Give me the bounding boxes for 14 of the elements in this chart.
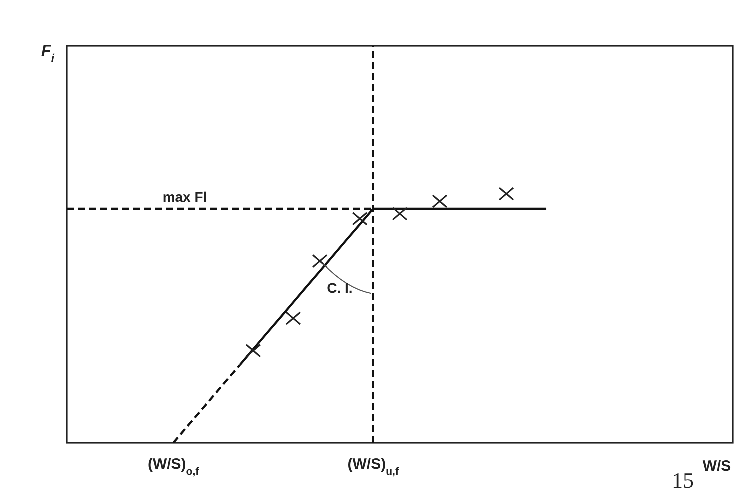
point (286, 312, 302, 326)
point (432, 194, 448, 208)
point (498, 187, 514, 201)
x-axis-title: W/S (702, 458, 732, 475)
point (246, 344, 262, 358)
x-tick-label: (W/S)$_{u,f}$ (348, 456, 400, 478)
point (392, 207, 408, 221)
point (312, 254, 328, 268)
text: 15 (672, 468, 694, 493)
x-tick-label: (W/S)$_{o,f}$ (148, 456, 200, 478)
annotation: max Fl (162, 189, 208, 205)
point (352, 212, 368, 226)
text: F$_{i}$ (42, 43, 56, 65)
annotation: C. I. (327, 280, 353, 296)
